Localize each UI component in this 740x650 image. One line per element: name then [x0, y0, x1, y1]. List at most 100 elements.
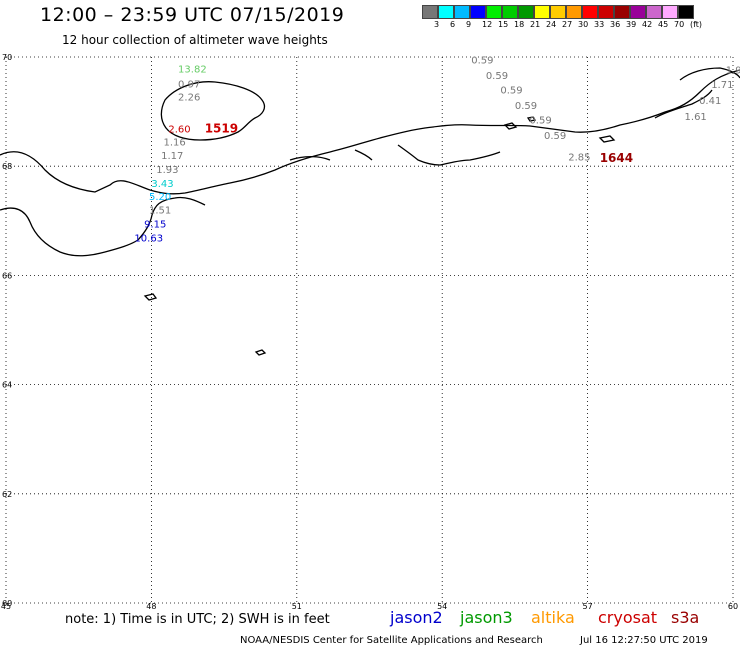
island-novaya-zemlya — [654, 67, 740, 119]
wave-height-label: 0.59 — [515, 101, 537, 112]
mission-jason2: jason2 — [390, 608, 443, 627]
wave-height-label: 0.59 — [471, 56, 493, 67]
wave-height-label: 13.82 — [178, 64, 207, 75]
legend-label: (ft) — [690, 20, 703, 29]
legend-swatch — [470, 5, 486, 19]
wave-height-label: 0.41 — [699, 96, 721, 107]
legend-swatch — [614, 5, 630, 19]
legend-label: 45 — [658, 20, 669, 29]
wave-height-label: 2.26 — [178, 93, 200, 104]
wave-height-label: 2.60 — [168, 124, 190, 135]
legend-label: 12 — [482, 20, 493, 29]
lat-tick-label: 70 — [2, 53, 12, 62]
legend-swatch — [550, 5, 566, 19]
wave-height-label: 5.20 — [149, 192, 171, 203]
legend-swatch-row — [422, 5, 694, 19]
legend-swatch — [486, 5, 502, 19]
wave-height-label: 0.59 — [500, 86, 522, 97]
wave-height-label: 1.71 — [711, 80, 733, 91]
lat-tick-label: 60 — [2, 599, 12, 608]
legend-swatch — [678, 5, 694, 19]
footer-timestamp: Jul 16 12:27:50 UTC 2019 — [580, 635, 708, 646]
coastline — [0, 67, 740, 356]
lat-tick-label: 62 — [2, 490, 12, 499]
map-title: 12:00 – 23:59 UTC 07/15/2019 — [40, 4, 345, 26]
lat-tick-label: 64 — [2, 381, 12, 390]
mission-cryosat: cryosat — [598, 608, 658, 627]
pass-labels: 1519 1644 — [205, 121, 633, 164]
island-small-1 — [143, 293, 158, 301]
wave-readings: 13.82 0.97 2.26 2.60 1.16 1.17 1.93 3.43 5.20 1.5… — [134, 56, 740, 245]
legend-swatch — [454, 5, 470, 19]
wave-height-label: 0.97 — [178, 80, 200, 91]
wave-height-label: 0.59 — [486, 71, 508, 82]
legend-label: 33 — [594, 20, 605, 29]
legend-label: 42 — [642, 20, 653, 29]
wave-height-label: 0.59 — [544, 131, 566, 142]
footer-note: note: 1) Time is in UTC; 2) SWH is in fe… — [65, 612, 330, 627]
mission-s3a: s3a — [671, 608, 700, 627]
legend-swatch — [534, 5, 550, 19]
lon-tick-label: 60 — [728, 602, 738, 611]
mission-altika: altika — [531, 608, 575, 627]
wave-height-label: 2.85 — [568, 153, 590, 164]
lon-tick-label: 54 — [437, 602, 447, 611]
lat-tick-label: 66 — [2, 271, 12, 280]
island-small-4 — [526, 116, 537, 122]
legend-label: 27 — [562, 20, 573, 29]
wave-height-label: 1.16 — [164, 137, 186, 148]
map-subtitle: 12 hour collection of altimeter wave hei… — [62, 33, 328, 47]
coastline-white-sea — [0, 196, 206, 257]
lon-tick-label: 51 — [292, 602, 302, 611]
wave-height-label: 9.15 — [144, 219, 166, 230]
legend-label: 70 — [674, 20, 685, 29]
legend-swatch — [438, 5, 454, 19]
legend-swatch — [646, 5, 662, 19]
mission-jason3: jason3 — [460, 608, 513, 627]
wave-height-label: 10.63 — [134, 234, 163, 245]
legend-label: 39 — [626, 20, 637, 29]
wave-height-label: 3.43 — [151, 179, 173, 190]
legend-swatch — [630, 5, 646, 19]
legend-label: 15 — [498, 20, 509, 29]
island-kolguev — [160, 81, 266, 141]
wave-height-label: 0.59 — [529, 116, 551, 127]
wave-height-label: 1.61 — [685, 112, 707, 123]
footer-credit: NOAA/NESDIS Center for Satellite Applica… — [240, 635, 543, 646]
lon-tick-label: 48 — [146, 602, 156, 611]
island-small-3 — [503, 122, 518, 130]
legend-label: 21 — [530, 20, 541, 29]
coastline-delta — [289, 144, 501, 166]
legend-label: 36 — [610, 20, 621, 29]
legend-swatch — [502, 5, 518, 19]
legend-swatch — [422, 5, 438, 19]
wave-height-label: 1.17 — [161, 151, 183, 162]
legend-label: 9 — [466, 20, 472, 29]
lat-tick-label: 68 — [2, 162, 12, 171]
legend-swatch — [662, 5, 678, 19]
pass-time-label: 1519 — [205, 121, 238, 135]
legend-label: 24 — [546, 20, 557, 29]
legend-label: 3 — [434, 20, 440, 29]
lon-tick-label: 57 — [583, 602, 593, 611]
island-small-5 — [598, 135, 616, 143]
legend-swatch — [598, 5, 614, 19]
wave-height-label: 1.98 — [726, 65, 740, 76]
island-small-2 — [254, 349, 267, 356]
coastline-kanin — [0, 69, 740, 195]
legend-swatch — [566, 5, 582, 19]
wave-height-legend: 3 6 9 12 15 18 21 24 27 30 33 36 39 42 45 70 (ft) — [422, 5, 702, 31]
lon-tick-label: 45 — [1, 602, 11, 611]
wave-height-label: 1.51 — [149, 206, 171, 217]
legend-label-row: 3 6 9 12 15 18 21 24 27 30 33 36 39 42 45 70 (ft) — [422, 19, 702, 31]
wave-height-label: 1.93 — [156, 165, 178, 176]
pass-time-label: 1644 — [600, 151, 633, 165]
legend-swatch — [518, 5, 534, 19]
legend-label: 6 — [450, 20, 456, 29]
legend-swatch — [582, 5, 598, 19]
legend-label: 30 — [578, 20, 589, 29]
legend-label: 18 — [514, 20, 525, 29]
